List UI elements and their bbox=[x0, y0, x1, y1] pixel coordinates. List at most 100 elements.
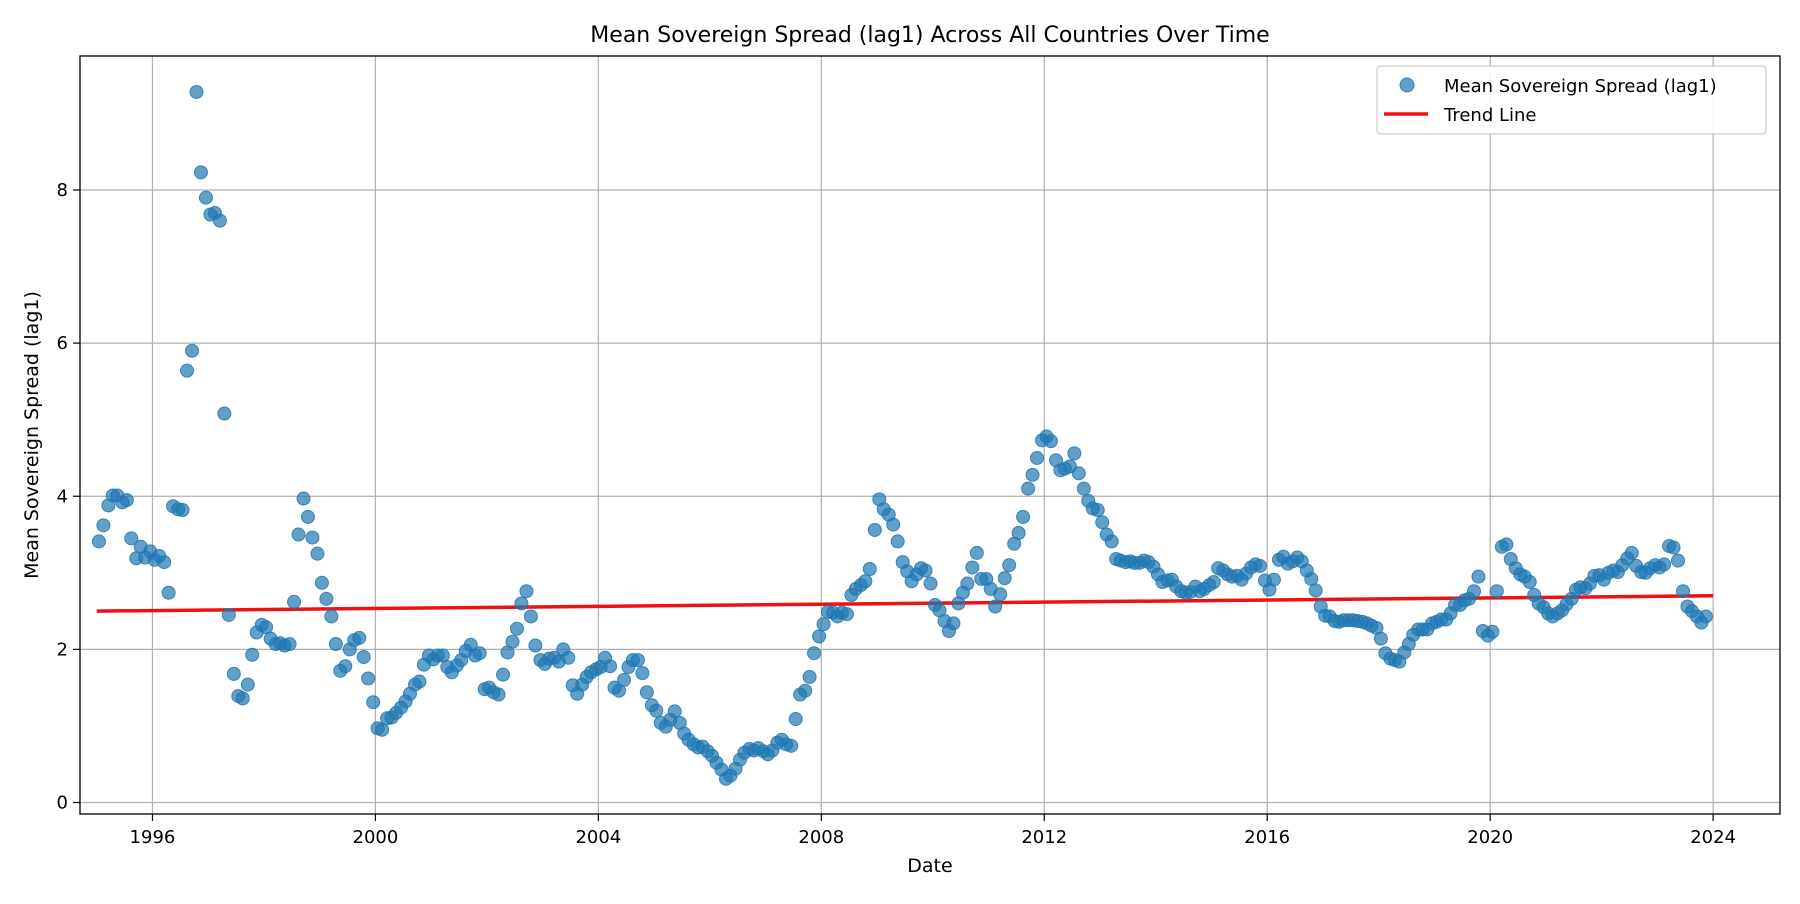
data-point bbox=[300, 509, 315, 524]
data-point bbox=[472, 646, 487, 661]
data-point bbox=[886, 517, 901, 532]
data-point bbox=[862, 561, 877, 576]
data-point bbox=[1030, 450, 1045, 465]
data-point bbox=[630, 653, 645, 668]
data-point bbox=[519, 584, 534, 599]
data-point bbox=[1666, 540, 1681, 555]
data-point bbox=[235, 691, 250, 706]
plot-area-frame bbox=[79, 55, 1781, 815]
x-tick-label: 2024 bbox=[1690, 827, 1736, 848]
data-point bbox=[221, 607, 236, 622]
data-point bbox=[988, 599, 1003, 614]
data-point bbox=[561, 650, 576, 665]
data-point bbox=[1095, 515, 1110, 530]
data-point bbox=[788, 712, 803, 727]
data-point bbox=[1471, 569, 1486, 584]
data-point bbox=[890, 534, 905, 549]
data-point bbox=[412, 674, 427, 689]
data-point bbox=[528, 638, 543, 653]
data-point bbox=[649, 703, 664, 718]
data-point bbox=[198, 190, 213, 205]
data-point bbox=[514, 596, 529, 611]
y-axis-label: Mean Sovereign Spread (lag1) bbox=[21, 291, 43, 579]
chart-title: Mean Sovereign Spread (lag1) Across All … bbox=[590, 23, 1269, 48]
data-point bbox=[1252, 558, 1267, 573]
data-point bbox=[1489, 584, 1504, 599]
data-point bbox=[305, 530, 320, 545]
x-axis-label: Date bbox=[907, 855, 952, 877]
legend-trend-label: Trend Line bbox=[1443, 105, 1537, 126]
data-point bbox=[375, 722, 390, 737]
data-point bbox=[180, 363, 195, 378]
data-point bbox=[324, 609, 339, 624]
data-point bbox=[918, 563, 933, 578]
data-point bbox=[1016, 509, 1031, 524]
data-point bbox=[965, 560, 980, 575]
x-tick-label: 2000 bbox=[353, 827, 399, 848]
data-point bbox=[291, 527, 306, 542]
data-point bbox=[667, 704, 682, 719]
data-point bbox=[319, 591, 334, 606]
data-point bbox=[523, 609, 538, 624]
data-point bbox=[1090, 503, 1105, 518]
data-point bbox=[491, 687, 506, 702]
data-point bbox=[1266, 572, 1281, 587]
x-tick-label: 2012 bbox=[1021, 827, 1067, 848]
data-point bbox=[1467, 584, 1481, 599]
data-point bbox=[496, 667, 511, 682]
data-point bbox=[1002, 558, 1017, 573]
data-point bbox=[807, 646, 822, 661]
trend-layer bbox=[96, 594, 1714, 613]
data-point bbox=[366, 695, 381, 710]
data-point bbox=[314, 575, 329, 590]
x-tick-label: 2004 bbox=[575, 827, 621, 848]
data-point bbox=[1104, 534, 1119, 549]
data-point bbox=[1067, 446, 1082, 461]
data-point bbox=[1043, 434, 1058, 449]
y-tick-label: 2 bbox=[57, 639, 68, 660]
data-point bbox=[245, 647, 260, 662]
data-point bbox=[867, 522, 882, 537]
data-point bbox=[189, 84, 204, 99]
data-point bbox=[635, 666, 650, 681]
data-point bbox=[798, 683, 813, 698]
legend-scatter-marker bbox=[1399, 77, 1415, 93]
data-point bbox=[1698, 609, 1713, 624]
data-point bbox=[993, 587, 1008, 602]
data-point bbox=[328, 637, 343, 652]
y-tick-label: 0 bbox=[57, 793, 68, 814]
data-point bbox=[1206, 575, 1221, 590]
data-point bbox=[969, 545, 984, 560]
x-tick-label: 2008 bbox=[798, 827, 844, 848]
data-point bbox=[812, 629, 827, 644]
y-tick-label: 4 bbox=[57, 486, 68, 507]
data-point bbox=[361, 671, 376, 686]
data-point bbox=[1373, 631, 1388, 646]
data-point bbox=[816, 617, 831, 632]
data-point bbox=[1071, 466, 1086, 481]
data-point bbox=[338, 659, 353, 674]
data-point bbox=[226, 666, 241, 681]
data-point bbox=[310, 546, 325, 561]
data-point bbox=[505, 634, 520, 649]
data-point bbox=[639, 685, 654, 700]
data-point bbox=[1076, 481, 1091, 496]
data-point bbox=[217, 406, 232, 421]
data-point bbox=[1676, 584, 1691, 599]
data-point bbox=[923, 576, 938, 591]
data-point bbox=[296, 491, 311, 506]
data-point bbox=[784, 738, 799, 753]
data-point bbox=[193, 165, 208, 180]
data-point bbox=[212, 213, 227, 228]
data-point bbox=[240, 677, 255, 692]
data-point bbox=[1499, 537, 1514, 552]
data-point bbox=[1485, 624, 1500, 639]
data-point bbox=[157, 555, 172, 570]
trend-line bbox=[96, 594, 1714, 613]
data-point bbox=[91, 534, 106, 549]
data-point bbox=[1308, 583, 1323, 598]
data-point bbox=[161, 585, 176, 600]
data-point bbox=[175, 503, 190, 518]
